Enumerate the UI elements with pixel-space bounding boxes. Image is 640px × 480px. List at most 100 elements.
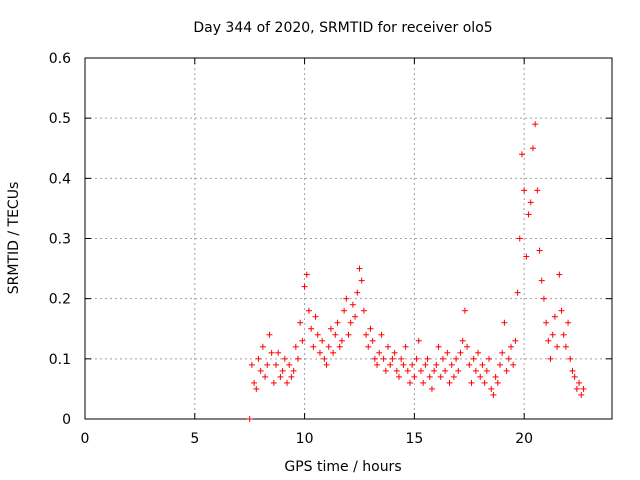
data-point	[303, 271, 310, 278]
data-point	[538, 277, 545, 284]
data-point	[560, 331, 567, 338]
x-tick-label: 0	[81, 431, 90, 447]
data-point	[426, 373, 433, 380]
data-point	[569, 367, 576, 374]
data-point	[442, 367, 449, 374]
data-point	[319, 337, 326, 344]
data-point	[464, 343, 471, 350]
data-point	[400, 361, 407, 368]
data-point	[312, 313, 319, 320]
data-point	[580, 385, 587, 392]
data-point	[257, 367, 264, 374]
data-point	[389, 355, 396, 362]
data-point	[327, 325, 334, 332]
y-tick-label: 0.4	[49, 171, 71, 187]
data-point	[402, 343, 409, 350]
x-tick-label: 5	[190, 431, 199, 447]
data-point	[281, 355, 288, 362]
axis-ticks: 0 5 10 15 20 0 0.1 0.2 0.3 0.4 0.5 0.6	[49, 51, 612, 447]
data-point	[475, 349, 482, 356]
data-point	[486, 355, 493, 362]
data-point	[297, 319, 304, 326]
data-point	[494, 379, 501, 386]
data-point	[336, 343, 343, 350]
data-point	[571, 373, 578, 380]
chart-title: Day 344 of 2020, SRMTID for receiver olo…	[193, 20, 492, 36]
data-point	[507, 343, 514, 350]
y-tick-label: 0.5	[49, 111, 71, 127]
data-point	[354, 289, 361, 296]
data-point	[518, 151, 525, 158]
y-tick-label: 0.1	[49, 352, 71, 368]
data-point	[501, 319, 508, 326]
plot-frame	[84, 57, 613, 420]
data-point	[286, 361, 293, 368]
data-point	[251, 379, 258, 386]
data-point	[316, 349, 323, 356]
data-point	[264, 361, 271, 368]
data-point	[294, 355, 301, 362]
data-point	[332, 331, 339, 338]
data-point	[349, 301, 356, 308]
data-point	[270, 379, 277, 386]
y-tick-label: 0.6	[49, 51, 71, 67]
y-axis-label: SRMTID / TECUs	[6, 182, 22, 295]
data-point	[424, 355, 431, 362]
data-point	[545, 337, 552, 344]
data-point	[365, 343, 372, 350]
data-point	[246, 416, 253, 422]
data-point	[435, 343, 442, 350]
data-point	[382, 367, 389, 374]
data-point	[259, 343, 266, 350]
data-point	[352, 313, 359, 320]
data-point	[290, 367, 297, 374]
y-tick-label: 0.3	[49, 232, 71, 248]
data-point	[420, 379, 427, 386]
data-point	[565, 319, 572, 326]
data-point	[433, 361, 440, 368]
data-point	[459, 337, 466, 344]
data-point	[446, 379, 453, 386]
data-point	[578, 391, 585, 398]
data-point	[547, 355, 554, 362]
data-point	[455, 367, 462, 374]
data-point	[554, 343, 561, 350]
data-point	[385, 343, 392, 350]
data-point	[472, 367, 479, 374]
data-point	[558, 307, 565, 314]
x-tick-label: 10	[296, 431, 314, 447]
data-point	[374, 361, 381, 368]
data-point	[292, 343, 299, 350]
data-point	[284, 379, 291, 386]
data-point	[497, 361, 504, 368]
data-point	[305, 307, 312, 314]
data-point	[481, 379, 488, 386]
data-point	[308, 325, 315, 332]
data-point	[523, 253, 530, 260]
y-tick-label: 0.2	[49, 292, 71, 308]
data-point	[369, 337, 376, 344]
data-point	[512, 337, 519, 344]
data-point	[551, 313, 558, 320]
data-point	[338, 337, 345, 344]
data-point	[510, 361, 517, 368]
data-point	[356, 265, 363, 272]
data-point	[266, 331, 273, 338]
data-point	[255, 355, 262, 362]
data-point	[529, 145, 536, 152]
data-point	[567, 355, 574, 362]
data-point	[325, 343, 332, 350]
data-point	[380, 355, 387, 362]
data-point	[549, 331, 556, 338]
data-point	[277, 373, 284, 380]
data-point	[543, 319, 550, 326]
data-point	[532, 121, 539, 128]
data-point	[556, 271, 563, 278]
data-point	[536, 247, 543, 254]
data-point	[576, 379, 583, 386]
data-point	[483, 367, 490, 374]
data-point	[279, 367, 286, 374]
data-point	[470, 355, 477, 362]
data-point	[367, 325, 374, 332]
